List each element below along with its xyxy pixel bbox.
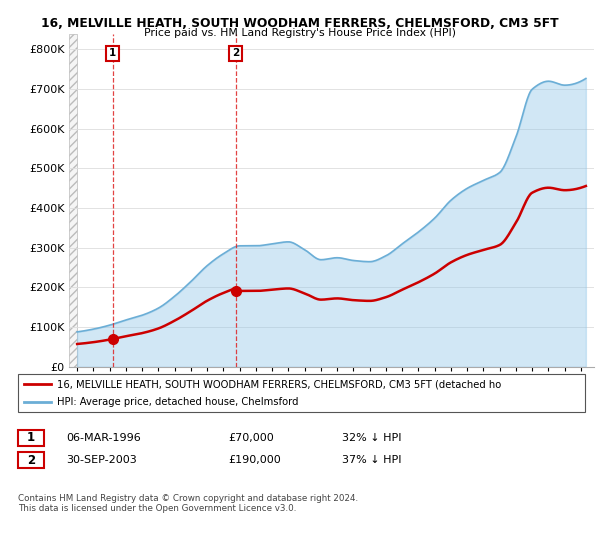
Text: 30-SEP-2003: 30-SEP-2003 [66, 455, 137, 465]
Text: 1: 1 [27, 431, 35, 445]
Text: 16, MELVILLE HEATH, SOUTH WOODHAM FERRERS, CHELMSFORD, CM3 5FT (detached ho: 16, MELVILLE HEATH, SOUTH WOODHAM FERRER… [57, 379, 501, 389]
Text: 06-MAR-1996: 06-MAR-1996 [66, 433, 141, 443]
Text: HPI: Average price, detached house, Chelmsford: HPI: Average price, detached house, Chel… [57, 397, 299, 407]
Text: 1: 1 [109, 48, 116, 58]
Text: 2: 2 [27, 454, 35, 467]
Text: Contains HM Land Registry data © Crown copyright and database right 2024.
This d: Contains HM Land Registry data © Crown c… [18, 494, 358, 514]
Text: 16, MELVILLE HEATH, SOUTH WOODHAM FERRERS, CHELMSFORD, CM3 5FT: 16, MELVILLE HEATH, SOUTH WOODHAM FERRER… [41, 17, 559, 30]
Text: 37% ↓ HPI: 37% ↓ HPI [342, 455, 401, 465]
Text: Price paid vs. HM Land Registry's House Price Index (HPI): Price paid vs. HM Land Registry's House … [144, 28, 456, 38]
Text: £70,000: £70,000 [228, 433, 274, 443]
Text: 2: 2 [232, 48, 239, 58]
Text: 32% ↓ HPI: 32% ↓ HPI [342, 433, 401, 443]
Text: £190,000: £190,000 [228, 455, 281, 465]
